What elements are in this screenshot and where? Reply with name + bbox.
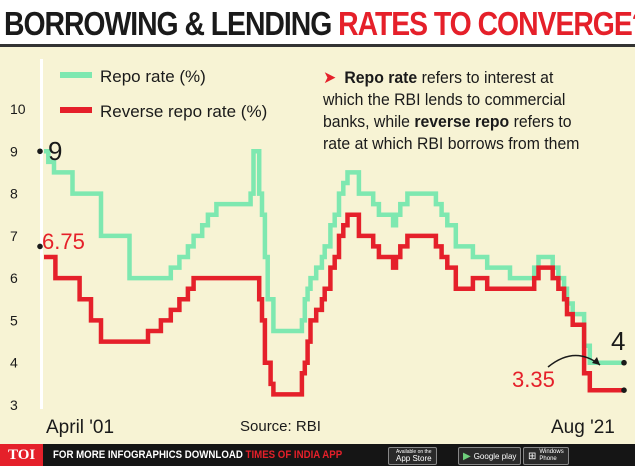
- footer-bar: TOI FOR MORE INFOGRAPHICS DOWNLOAD TIMES…: [0, 444, 635, 466]
- app-store-badge[interactable]: Available on the App Store: [388, 447, 437, 465]
- y-tick-label-7: 7: [10, 228, 18, 244]
- annotation-line-2: which the RBI lends to commercial: [322, 91, 565, 110]
- windows-label: Phone: [539, 456, 557, 462]
- annotation-arrow: ➤: [323, 69, 336, 88]
- y-tick-label-5: 5: [10, 312, 18, 328]
- y-tick-label-10: 10: [10, 101, 26, 117]
- annotation-line-1-rest: refers to interest at: [417, 69, 554, 88]
- end-markers: [37, 148, 627, 394]
- annotation-line-1: ➤ Repo rate refers to interest at: [323, 69, 554, 88]
- chart-panel: 3 4 5 6 7 8 9 10 Repo rate (%) Reverse repo rat…: [0, 44, 635, 447]
- annotation-block: ➤ Repo rate refers to interest at which …: [322, 69, 579, 154]
- series-line-reverse: [44, 212, 624, 397]
- app-promo-text: FOR MORE INFOGRAPHICS DOWNLOAD TIMES OF …: [53, 449, 342, 461]
- annotation-line-3-pre: banks, while: [323, 113, 414, 132]
- x-start-label: April '01: [46, 417, 114, 438]
- series-line-repo: [44, 149, 624, 365]
- y-tick-label-6: 6: [10, 270, 18, 286]
- legend-label-repo: Repo rate (%): [100, 67, 206, 86]
- x-end-label: Aug '21: [551, 417, 615, 438]
- headline-part-1: BORROWING & LENDING: [4, 5, 332, 42]
- y-tick-label-9: 9: [10, 143, 18, 159]
- marker-dot-repo-end: [621, 359, 627, 366]
- app-store-badge-text: Available on the App Store: [396, 449, 432, 463]
- marker-dot-reverse-end: [621, 387, 627, 394]
- toi-logo: TOI: [0, 444, 44, 466]
- annotation-line-3-post: refers to: [509, 113, 571, 132]
- app-store-small: Available on the: [396, 449, 432, 455]
- promo-text: FOR MORE INFOGRAPHICS DOWNLOAD: [53, 449, 246, 461]
- app-store-label: App Store: [396, 454, 432, 463]
- y-tick-label-8: 8: [10, 186, 18, 202]
- headline: BORROWING & LENDING RATES TO CONVERGE?: [4, 2, 635, 46]
- rates-line-chart: 3 4 5 6 7 8 9 10 Repo rate (%) Reverse repo rat…: [10, 59, 627, 438]
- windows-icon: ⊞: [528, 450, 537, 462]
- annotation-repo-term: Repo rate: [344, 69, 417, 88]
- y-tick-label-3: 3: [10, 397, 18, 413]
- y-tick-group: 3 4 5 6 7 8 9 10: [10, 101, 26, 413]
- windows-small: Windows: [539, 449, 564, 455]
- promo-brand: TIMES OF INDIA APP: [245, 449, 343, 461]
- legend: Repo rate (%) Reverse repo rate (%): [60, 67, 267, 121]
- reverse-start-label: 6.75: [42, 229, 85, 254]
- google-play-label: Google play: [473, 451, 517, 461]
- windows-phone-badge-text: Windows Phone: [539, 449, 563, 463]
- annotation-line-4: rate at which RBI borrows from them: [323, 135, 579, 154]
- end-label-pointer-head: [592, 357, 600, 365]
- y-axis-bar: [40, 59, 43, 409]
- series-lines: [44, 149, 624, 397]
- y-tick-label-4: 4: [10, 355, 18, 371]
- source-label: Source: RBI: [240, 418, 321, 435]
- google-play-badge[interactable]: ▶ Google play: [458, 447, 522, 465]
- annotation-line-3: banks, while reverse repo refers to: [323, 113, 572, 132]
- marker-dot-reverse-start: [37, 243, 43, 250]
- repo-end-label: 4: [611, 326, 625, 356]
- headline-part-2: RATES TO CONVERGE?: [338, 5, 635, 42]
- marker-dot-repo-start: [37, 148, 43, 155]
- repo-start-label: 9: [48, 136, 62, 166]
- google-play-icon: ▶: [463, 450, 471, 462]
- reverse-end-label: 3.35: [512, 367, 555, 392]
- windows-phone-badge[interactable]: ⊞ Windows Phone: [523, 447, 569, 465]
- legend-label-reverse: Reverse repo rate (%): [100, 102, 267, 121]
- annotation-reverse-term: reverse repo: [414, 113, 509, 132]
